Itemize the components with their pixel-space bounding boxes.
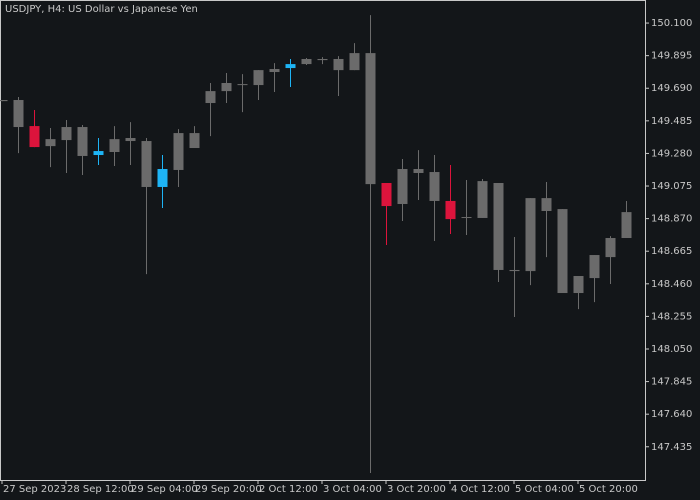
- candle-body: [173, 133, 184, 170]
- x-tick-label: 3 Oct 04:00: [323, 484, 382, 495]
- plot-frame: [0, 0, 646, 481]
- candle-body: [605, 238, 616, 258]
- candle-body: [381, 183, 392, 207]
- y-tick-label: 148.665: [651, 246, 692, 257]
- y-tick-label: 149.075: [651, 181, 692, 192]
- candle-body: [13, 100, 24, 128]
- y-tick-label: 148.870: [651, 214, 692, 225]
- x-tick-label: 3 Oct 20:00: [387, 484, 446, 495]
- chart-title: USDJPY, H4: US Dollar vs Japanese Yen: [5, 4, 198, 15]
- candle-body: [429, 172, 440, 201]
- candle-body: [621, 212, 632, 239]
- y-tick-label: 149.280: [651, 148, 692, 159]
- candle-body: [573, 276, 584, 294]
- candle-body: [589, 255, 600, 279]
- y-tick-label: 150.100: [651, 18, 692, 29]
- y-tick-label: 148.050: [651, 344, 692, 355]
- candle-body: [317, 58, 328, 61]
- candle-body: [205, 91, 216, 104]
- candle-body: [541, 198, 552, 211]
- candle-body: [285, 64, 296, 69]
- x-tick-label: 4 Oct 12:00: [451, 484, 510, 495]
- candle-body: [509, 269, 520, 272]
- candle-body: [397, 169, 408, 204]
- y-tick-label: 147.640: [651, 409, 692, 420]
- y-tick-label: 148.255: [651, 311, 692, 322]
- y-tick-label: 149.690: [651, 83, 692, 94]
- candle-body: [29, 126, 40, 148]
- candle-body: [445, 200, 456, 220]
- candle-body: [189, 133, 200, 149]
- candle-body: [349, 53, 360, 71]
- candle-body: [77, 127, 88, 156]
- y-tick-label: 149.485: [651, 116, 692, 127]
- x-tick-label: 27 Sep 2023: [3, 484, 66, 495]
- candle-body: [493, 183, 504, 270]
- candle-body: [333, 58, 344, 71]
- candle-body: [61, 127, 72, 141]
- y-tick-label: 149.895: [651, 51, 692, 62]
- candle-body: [477, 181, 488, 218]
- x-tick-label: 29 Sep 20:00: [195, 484, 262, 495]
- y-tick-label: 147.435: [651, 442, 692, 453]
- candle-body: [109, 139, 120, 152]
- candle-body: [253, 70, 264, 86]
- candle-body: [0, 100, 8, 102]
- candle-body: [237, 84, 248, 86]
- x-tick-label: 5 Oct 04:00: [515, 484, 574, 495]
- y-tick-label: 147.845: [651, 377, 692, 388]
- candle-body: [557, 209, 568, 294]
- x-tick-label: 29 Sep 04:00: [131, 484, 198, 495]
- x-tick-label: 5 Oct 20:00: [579, 484, 638, 495]
- x-tick-label: 2 Oct 12:00: [259, 484, 318, 495]
- candle-body: [413, 169, 424, 173]
- candle-body: [365, 53, 376, 185]
- candle-body: [45, 139, 56, 147]
- candle-body: [525, 198, 536, 272]
- candle-body: [125, 138, 136, 142]
- candle-body: [93, 151, 104, 156]
- candle-body: [157, 169, 168, 187]
- candle-body: [221, 82, 232, 92]
- candle-body: [141, 141, 152, 187]
- x-tick-label: 28 Sep 12:00: [67, 484, 134, 495]
- candle-body: [461, 217, 472, 219]
- y-tick-label: 148.460: [651, 279, 692, 290]
- candle-body: [269, 69, 280, 73]
- candle-body: [301, 58, 312, 65]
